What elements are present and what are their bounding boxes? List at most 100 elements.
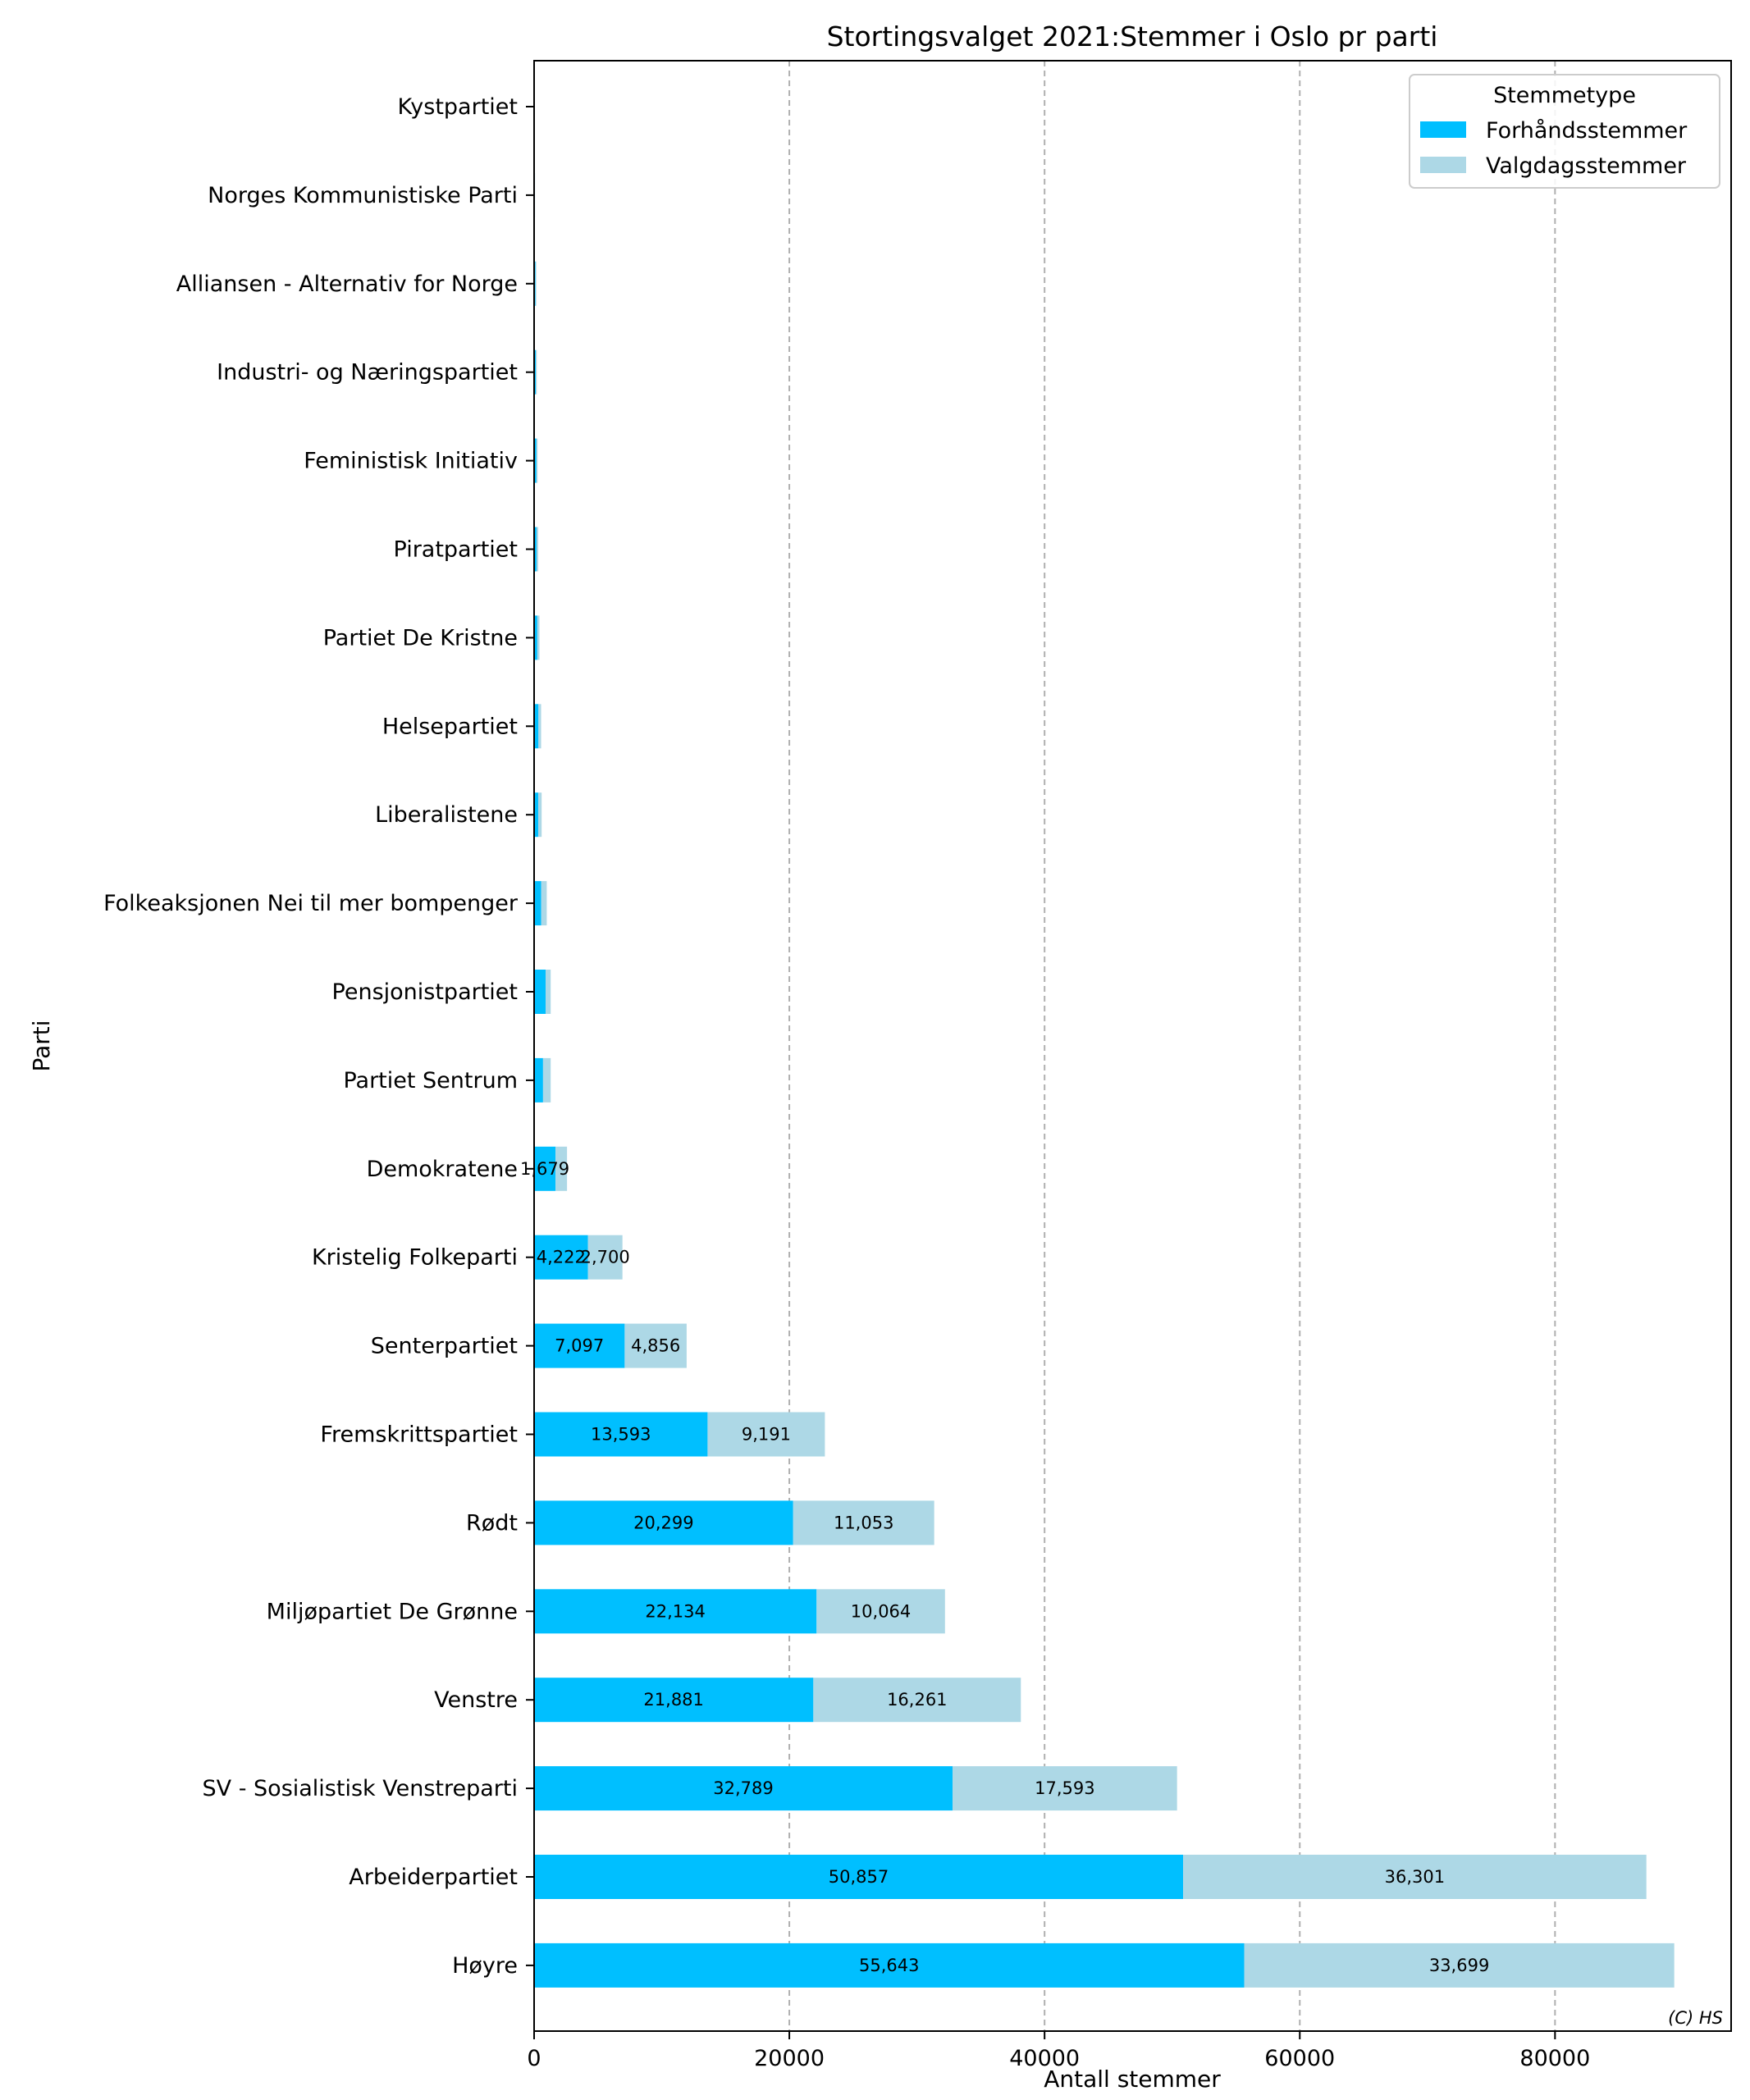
bar-value-label: 22,134 xyxy=(645,1601,705,1621)
bar-segment-valgdagsstemmer xyxy=(587,1235,623,1280)
bar-value-label: 7,097 xyxy=(555,1336,604,1356)
y-tick-label: Arbeiderpartiet xyxy=(349,1865,518,1890)
y-tick-label: Rødt xyxy=(466,1510,518,1536)
bar-segment-valgdagsstemmer xyxy=(537,615,540,660)
x-tick-label: 20000 xyxy=(754,2046,825,2071)
bar-segment-valgdagsstemmer xyxy=(1183,1855,1647,1899)
bar-segment-forhandsstemmer xyxy=(534,527,537,572)
bar-segment-forhandsstemmer xyxy=(534,1412,708,1457)
y-tick-label: Folkeaksjonen Nei til mer bompenger xyxy=(103,891,519,916)
bar-value-label: 11,053 xyxy=(834,1513,893,1532)
bar-segment-valgdagsstemmer xyxy=(816,1589,945,1634)
bar-segment-valgdagsstemmer xyxy=(538,704,541,749)
bar-value-label: 9,191 xyxy=(742,1425,791,1445)
bar-value-label: 2,700 xyxy=(581,1248,630,1267)
bar-segment-valgdagsstemmer xyxy=(536,349,537,395)
legend-label-valgdagsstemmer: Valgdagsstemmer xyxy=(1486,153,1687,179)
legend: Stemmetype Forhåndsstemmer Valgdagsstemm… xyxy=(1409,74,1720,189)
bar-segment-forhandsstemmer xyxy=(534,792,538,838)
y-axis-label: Parti xyxy=(28,1020,55,1071)
x-axis-ticks: 0 20000 40000 60000 80000 xyxy=(527,2031,1590,2071)
y-axis-ticks: Kystpartiet Norges Kommunistiske Parti All… xyxy=(103,94,534,1979)
x-tick-label: 80000 xyxy=(1519,2046,1590,2071)
legend-label-forhandsstemmer: Forhåndsstemmer xyxy=(1486,118,1688,144)
bar-segment-valgdagsstemmer xyxy=(541,881,547,926)
y-tick-label: Alliansen - Alternativ for Norge xyxy=(176,272,518,297)
bar-segment-forhandsstemmer xyxy=(534,615,537,660)
y-tick-label: Høyre xyxy=(452,1953,518,1979)
bar-segment-forhandsstemmer xyxy=(534,1323,625,1368)
y-tick-label: Miljøpartiet De Grønne xyxy=(267,1599,518,1624)
bar-segment-valgdagsstemmer xyxy=(953,1766,1177,1811)
bar-segment-forhandsstemmer xyxy=(534,1500,793,1545)
bar-segment-forhandsstemmer xyxy=(534,1678,814,1723)
y-tick-label: Partiet Sentrum xyxy=(343,1068,518,1093)
credit-text: (C) HS xyxy=(1668,2008,1723,2028)
y-tick-label: Helsepartiet xyxy=(382,714,518,739)
bar-value-label: 21,881 xyxy=(643,1690,703,1710)
bar-segment-valgdagsstemmer xyxy=(537,792,542,838)
bar-value-label: 50,857 xyxy=(829,1867,889,1887)
bar-segment-forhandsstemmer xyxy=(534,438,537,483)
y-tick-label: Senterpartiet xyxy=(371,1334,518,1359)
bar-segment-valgdagsstemmer xyxy=(555,1146,568,1191)
bars xyxy=(534,84,1675,1988)
bar-segment-valgdagsstemmer xyxy=(793,1500,934,1545)
bar-segment-forhandsstemmer xyxy=(534,881,541,926)
y-tick-label: Fremskrittspartiet xyxy=(320,1422,518,1448)
bar-segment-forhandsstemmer xyxy=(534,1589,817,1634)
bar-segment-valgdagsstemmer xyxy=(624,1323,687,1368)
bar-value-label: 20,299 xyxy=(633,1513,693,1532)
y-tick-label: Kystpartiet xyxy=(398,94,518,120)
bar-value-label: 10,064 xyxy=(851,1601,911,1621)
bar-segment-valgdagsstemmer xyxy=(542,1057,551,1102)
y-tick-label: Norges Kommunistiske Parti xyxy=(208,183,518,208)
bar-value-label: 4,856 xyxy=(631,1336,680,1356)
bar-value-label: 13,593 xyxy=(591,1425,651,1445)
bar-segment-forhandsstemmer xyxy=(534,970,546,1014)
x-tick-label: 0 xyxy=(527,2046,541,2071)
y-tick-label: Demokratene xyxy=(367,1157,518,1182)
bar-value-label: 33,699 xyxy=(1429,1956,1489,1975)
bar-segment-valgdagsstemmer xyxy=(813,1678,1021,1723)
bar-value-label: 4,222 xyxy=(537,1248,586,1267)
plot-frame xyxy=(533,60,1732,2032)
y-tick-label: Pensjonistpartiet xyxy=(332,979,518,1005)
bar-segment-valgdagsstemmer xyxy=(536,527,538,572)
y-tick-label: Feministisk Initiativ xyxy=(304,449,518,474)
bar-segment-forhandsstemmer xyxy=(534,1766,953,1811)
y-tick-label: Partiet De Kristne xyxy=(323,625,518,651)
bar-segment-forhandsstemmer xyxy=(534,1057,543,1102)
y-tick-label: Liberalistene xyxy=(375,802,518,828)
bar-value-label: 32,789 xyxy=(713,1778,773,1798)
y-tick-label: Industri- og Næringspartiet xyxy=(217,360,518,386)
bar-segment-forhandsstemmer xyxy=(534,349,537,395)
bar-value-label: 36,301 xyxy=(1385,1867,1445,1887)
chart-title: Stortingsvalget 2021:Stemmer i Oslo pr p… xyxy=(827,21,1438,52)
y-tick-label: Kristelig Folkeparti xyxy=(312,1245,518,1271)
bar-segment-forhandsstemmer xyxy=(534,704,539,749)
bar-value-label: 16,261 xyxy=(887,1690,947,1710)
y-tick-label: Piratpartiet xyxy=(394,537,519,563)
bar-segment-valgdagsstemmer xyxy=(707,1412,825,1457)
bar-segment-valgdagsstemmer xyxy=(535,261,537,306)
bar-segment-forhandsstemmer xyxy=(534,1146,556,1191)
legend-box xyxy=(1409,74,1720,189)
grid-lines xyxy=(788,61,1556,2031)
y-tick-label: SV - Sosialistisk Venstreparti xyxy=(203,1776,518,1801)
legend-swatch-valgdagsstemmer xyxy=(1420,157,1466,173)
legend-swatch-forhandsstemmer xyxy=(1420,121,1466,138)
bar-segment-valgdagsstemmer xyxy=(1244,1942,1675,1988)
bar-segment-forhandsstemmer xyxy=(534,1855,1184,1899)
x-axis-label: Antall stemmer xyxy=(1044,2066,1221,2093)
bar-value-label: 55,643 xyxy=(859,1956,919,1975)
y-tick-label: Venstre xyxy=(434,1687,518,1713)
legend-title: Stemmetype xyxy=(1493,83,1636,108)
bar-value-label: 17,593 xyxy=(1035,1778,1094,1798)
bar-segment-valgdagsstemmer xyxy=(545,970,551,1014)
bar-segment-forhandsstemmer xyxy=(534,1235,588,1280)
bar-segment-forhandsstemmer xyxy=(534,1942,1245,1988)
x-tick-label: 60000 xyxy=(1264,2046,1335,2071)
